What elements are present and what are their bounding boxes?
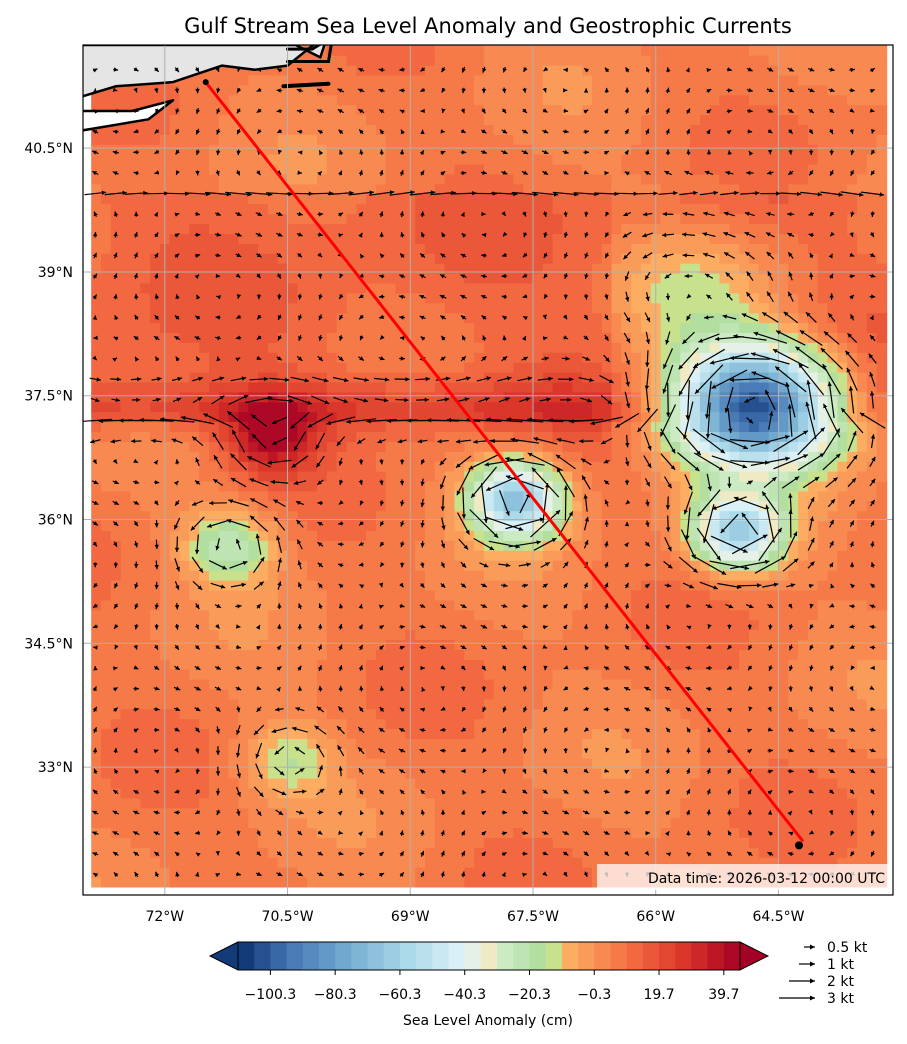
colorbar-bin [383, 942, 401, 970]
colorbar-extend-low [208, 941, 239, 971]
y-tick-label: 37.5°N [24, 389, 73, 405]
quiver-key-label: 3 kt [827, 991, 854, 1007]
colorbar-bin [464, 942, 482, 970]
quiver-key-label: 0.5 kt [827, 940, 868, 956]
y-tick-label: 36°N [38, 513, 73, 529]
colorbar: −100.3 −80.3 −60.3 −40.3 −20.3 −0.3 19.7 39.7 [208, 941, 770, 1003]
colorbar-bin [707, 942, 725, 970]
chart-title: Gulf Stream Sea Level Anomaly and Geostr… [184, 14, 792, 38]
colorbar-bin [659, 942, 676, 970]
colorbar-bin [480, 942, 498, 970]
colorbar-bin [675, 942, 692, 970]
colorbar-tick-label: 39.7 [708, 987, 739, 1003]
colorbar-bin [642, 942, 660, 970]
colorbar-tick-label: −40.3 [443, 987, 486, 1003]
data-time-box: Data time: 2026-03-12 00:00 UTC [597, 864, 888, 890]
colorbar-bin [561, 942, 579, 970]
colorbar-bin [367, 942, 385, 970]
colorbar-bin [432, 942, 450, 970]
colorbar-bin [319, 942, 336, 970]
colorbar-bin [270, 942, 288, 970]
x-tick-label: 72°W [145, 909, 184, 925]
map-frame [82, 44, 894, 896]
colorbar-bin [513, 942, 531, 970]
colorbar-extend-high [739, 941, 770, 971]
colorbar-bin [448, 942, 466, 970]
colorbar-bin [691, 942, 709, 970]
x-tick-label: 66°W [636, 909, 675, 925]
colorbar-bin [626, 942, 644, 970]
colorbar-tick-label: 19.7 [643, 987, 674, 1003]
y-axis-ticks: 40.5°N 39°N 37.5°N 36°N 34.5°N 33°N [24, 141, 73, 776]
sla-field [91, 45, 888, 888]
colorbar-bin [254, 942, 271, 970]
colorbar-bin [578, 942, 595, 970]
colorbar-bin [529, 942, 547, 970]
data-time-label: Data time: 2026-03-12 00:00 UTC [648, 871, 885, 887]
track-start-marker [202, 79, 209, 86]
colorbar-bin [610, 942, 628, 970]
colorbar-bin [302, 942, 320, 970]
quiver-key: 0.5 kt1 kt2 kt3 kt [779, 940, 868, 1007]
colorbar-tick-label: −80.3 [314, 987, 357, 1003]
track-line [204, 81, 805, 843]
x-tick-label: 69°W [391, 909, 430, 925]
colorbar-bin [594, 942, 612, 970]
y-tick-label: 39°N [38, 265, 73, 281]
colorbar-bin [399, 942, 417, 970]
colorbar-bin [238, 942, 255, 970]
colorbar-bin [351, 942, 369, 970]
colorbar-bin [286, 942, 304, 970]
x-tick-label: 67.5°W [507, 909, 559, 925]
colorbar-bin [335, 942, 352, 970]
colorbar-bin [545, 942, 563, 970]
current-vectors [83, 66, 886, 878]
track-end-marker [795, 841, 803, 850]
x-tick-label: 70.5°W [262, 909, 314, 925]
colorbar-tick-label: −20.3 [508, 987, 551, 1003]
land-mask [83, 45, 333, 132]
colorbar-bin [497, 942, 514, 970]
y-tick-label: 40.5°N [24, 141, 73, 157]
map-panel [83, 45, 893, 895]
quiver-key-label: 2 kt [827, 974, 854, 990]
track [202, 79, 805, 850]
x-axis-ticks: 72°W 70.5°W 69°W 67.5°W 66°W 64.5°W [145, 909, 804, 925]
quiver-key-label: 1 kt [827, 957, 854, 973]
colorbar-tick-label: −60.3 [378, 987, 421, 1003]
y-tick-label: 34.5°N [24, 636, 73, 652]
gridlines [83, 45, 893, 895]
x-tick-label: 64.5°W [752, 909, 804, 925]
colorbar-tick-label: −100.3 [244, 987, 296, 1003]
colorbar-label: Sea Level Anomaly (cm) [403, 1013, 573, 1029]
colorbar-bin [723, 942, 741, 970]
y-tick-label: 33°N [38, 760, 73, 776]
colorbar-bin [416, 942, 433, 970]
colorbar-tick-label: −0.3 [577, 987, 611, 1003]
